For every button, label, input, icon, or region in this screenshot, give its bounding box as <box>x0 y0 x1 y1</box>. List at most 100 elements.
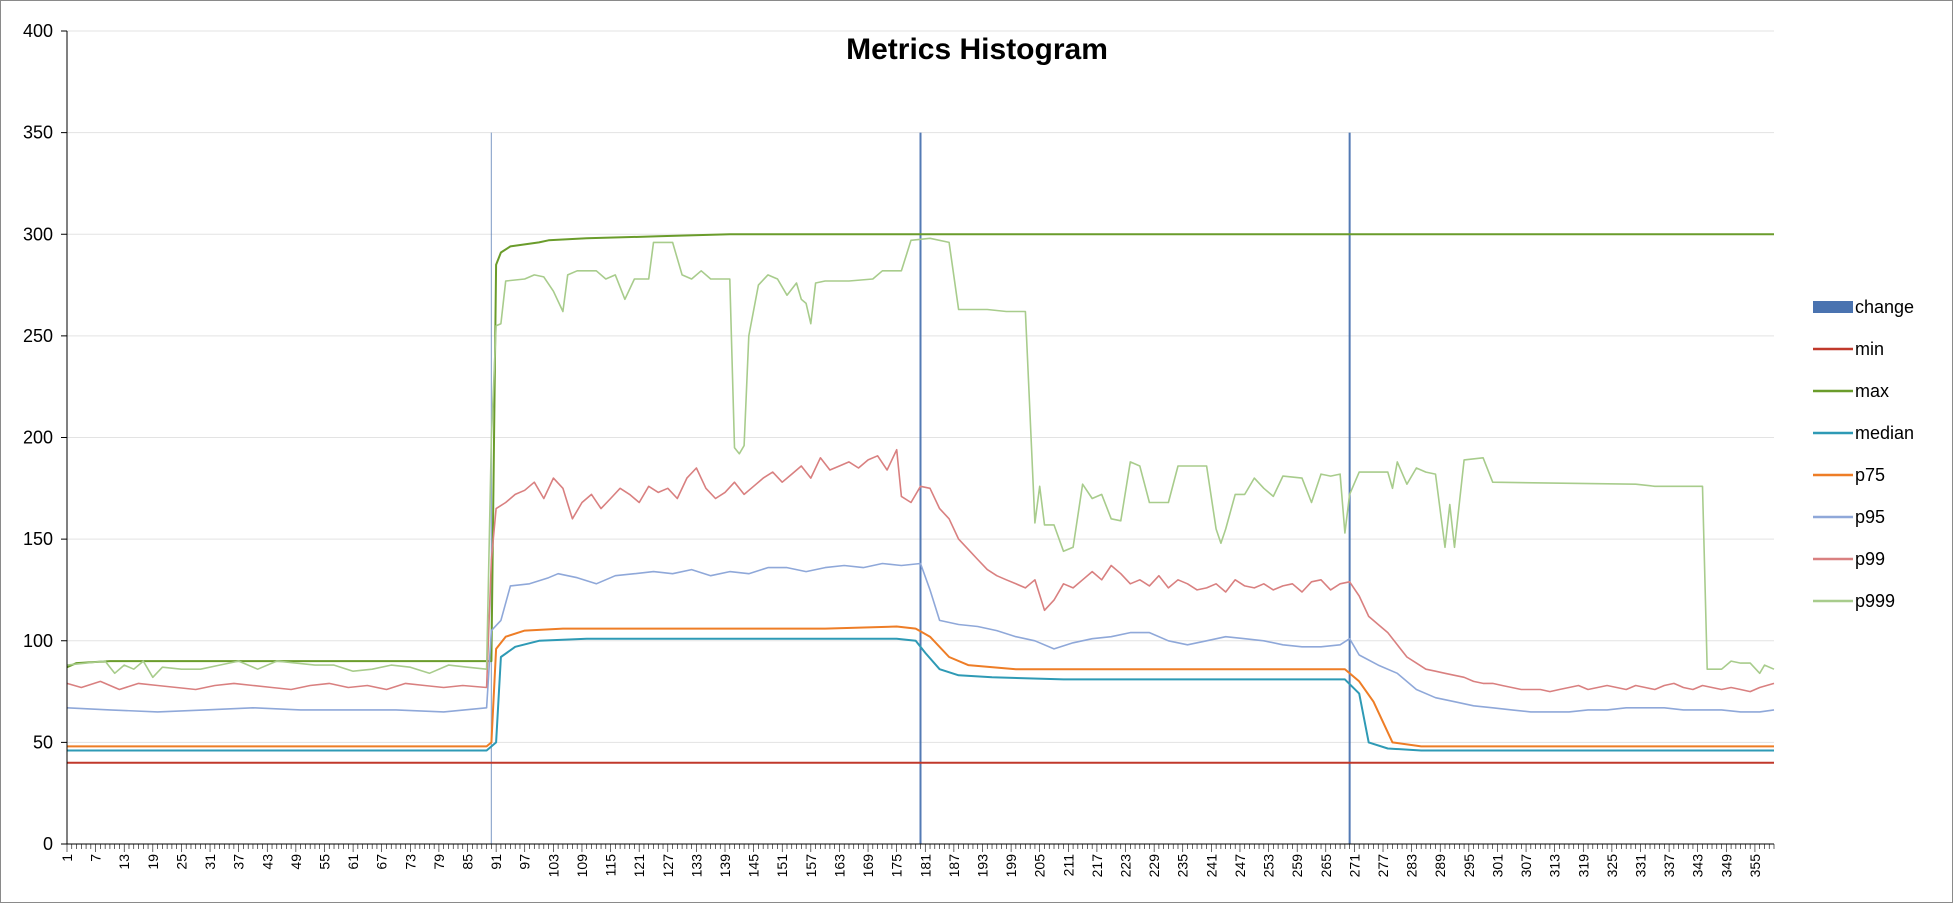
x-tick-label: 43 <box>259 854 275 870</box>
legend: change min max median p75 p95 p99 p999 <box>1813 297 1914 611</box>
x-tick-label: 199 <box>1003 854 1019 878</box>
x-tick-label: 283 <box>1404 854 1420 878</box>
x-tick-label: 151 <box>774 854 790 878</box>
x-tick-label: 49 <box>288 854 304 870</box>
x-tick-label: 67 <box>374 854 390 870</box>
x-tick-label: 73 <box>402 854 418 870</box>
legend-item-p75: p75 <box>1813 465 1885 485</box>
legend-item-p999: p999 <box>1813 591 1895 611</box>
x-tick-label: 241 <box>1203 854 1219 878</box>
x-tick-label: 115 <box>603 854 619 877</box>
x-tick-label: 247 <box>1232 854 1248 878</box>
x-tick-label: 265 <box>1318 854 1334 878</box>
x-tick-label: 37 <box>231 854 247 870</box>
series-lines <box>66 233 1775 764</box>
x-tick-label: 313 <box>1547 854 1563 878</box>
legend-label: p99 <box>1855 549 1885 569</box>
x-tick-label: 229 <box>1146 854 1162 878</box>
x-tick-label: 7 <box>88 854 104 862</box>
legend-item-p95: p95 <box>1813 507 1885 527</box>
y-tick-label: 200 <box>23 428 53 448</box>
x-tick-label: 289 <box>1432 854 1448 878</box>
x-tick-label: 79 <box>431 854 447 870</box>
x-tick-label: 103 <box>545 854 561 878</box>
series-line-p75 <box>67 625 1774 748</box>
x-tick-label: 19 <box>145 854 161 870</box>
x-tick-label: 355 <box>1747 854 1763 878</box>
x-tick-label: 187 <box>946 854 962 878</box>
x-tick-label: 331 <box>1632 854 1648 878</box>
y-tick-label: 150 <box>23 529 53 549</box>
x-tick-labels: 1 7 13 19 25 31 37 43 49 55 61 67 73 79 85 91 97 103 109 11… <box>59 854 1763 878</box>
x-tick-label: 325 <box>1604 854 1620 878</box>
legend-label: max <box>1855 381 1889 401</box>
legend-label: p95 <box>1855 507 1885 527</box>
legend-label: p75 <box>1855 465 1885 485</box>
x-tick-label: 91 <box>488 854 504 870</box>
x-tick-label: 139 <box>717 854 733 878</box>
x-tick-label: 97 <box>517 854 533 870</box>
x-tick-label: 181 <box>917 854 933 878</box>
x-tick-label: 127 <box>660 854 676 878</box>
legend-label: change <box>1855 297 1914 317</box>
legend-item-median: median <box>1813 423 1914 443</box>
x-tick-label: 133 <box>688 854 704 878</box>
x-tick-label: 109 <box>574 854 590 878</box>
x-tick-label: 25 <box>173 854 189 870</box>
y-tick-label: 100 <box>23 631 53 651</box>
x-tick-label: 253 <box>1261 854 1277 878</box>
x-tick-label: 295 <box>1461 854 1477 878</box>
legend-label: p999 <box>1855 591 1895 611</box>
x-tick-label: 337 <box>1661 854 1677 878</box>
x-tick-label: 349 <box>1718 854 1734 878</box>
series-line-p95 <box>66 562 1775 713</box>
x-tick-label: 163 <box>831 854 847 878</box>
series-line-median <box>67 637 1774 752</box>
x-tick-label: 31 <box>202 854 218 870</box>
legend-swatch <box>1813 301 1853 313</box>
x-tick-label: 13 <box>116 854 132 870</box>
y-tick-label: 0 <box>43 834 53 854</box>
y-tick-label: 250 <box>23 326 53 346</box>
x-tick-label: 211 <box>1060 854 1076 877</box>
legend-item-change: change <box>1813 297 1914 317</box>
x-tick-label: 157 <box>803 854 819 878</box>
x-tick-label: 343 <box>1690 854 1706 878</box>
axes <box>66 31 1774 845</box>
x-tick-label: 217 <box>1089 854 1105 878</box>
y-tick-label: 300 <box>23 224 53 244</box>
legend-label: median <box>1855 423 1914 443</box>
x-tick-label: 319 <box>1575 854 1591 878</box>
x-tick-label: 223 <box>1118 854 1134 878</box>
x-tick-label: 193 <box>974 854 990 878</box>
y-tick-label: 400 <box>23 21 53 41</box>
x-tick-label: 61 <box>345 854 361 870</box>
gridlines <box>61 30 1775 852</box>
x-tick-label: 169 <box>860 854 876 878</box>
y-tick-labels: 0 50 100 150 200 250 300 350 400 <box>23 21 53 854</box>
legend-item-min: min <box>1813 339 1884 359</box>
series-line-p99 <box>66 448 1775 693</box>
x-tick-label: 145 <box>746 854 762 878</box>
x-tick-label: 277 <box>1375 854 1391 878</box>
x-tick-label: 175 <box>889 854 905 878</box>
x-tick-label: 205 <box>1032 854 1048 878</box>
y-tick-label: 350 <box>23 123 53 143</box>
x-tick-label: 271 <box>1346 854 1362 878</box>
x-tick-label: 259 <box>1289 854 1305 878</box>
x-tick-label: 85 <box>460 854 476 870</box>
x-tick-label: 301 <box>1489 854 1505 878</box>
x-tick-label: 307 <box>1518 854 1534 878</box>
x-tick-label: 235 <box>1175 854 1191 878</box>
chart-title: Metrics Histogram <box>846 33 1108 66</box>
x-tick-label: 55 <box>316 854 332 870</box>
x-tick-label: 121 <box>631 854 647 878</box>
legend-item-p99: p99 <box>1813 549 1885 569</box>
y-tick-label: 50 <box>33 732 53 752</box>
x-tick-label: 1 <box>59 854 75 862</box>
series-line-p999 <box>66 237 1775 679</box>
legend-item-max: max <box>1813 381 1889 401</box>
legend-label: min <box>1855 339 1884 359</box>
